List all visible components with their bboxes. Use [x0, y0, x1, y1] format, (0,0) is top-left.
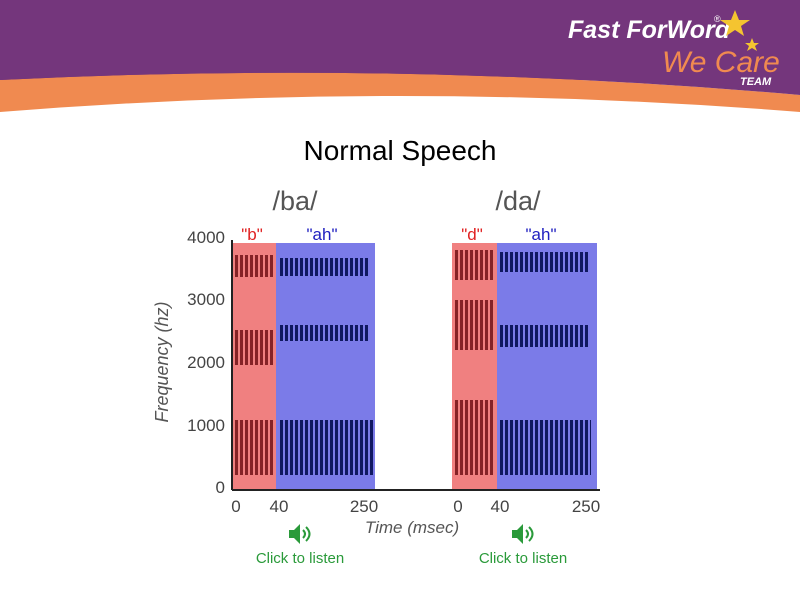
- star-icon: [745, 38, 759, 51]
- header-wave: [0, 72, 800, 112]
- formant: [499, 252, 589, 272]
- spectrogram: [452, 243, 597, 490]
- x-tick-label: 250: [350, 497, 378, 516]
- y-tick-label: 3000: [187, 290, 225, 309]
- formant: [454, 250, 495, 280]
- formant: [278, 420, 373, 475]
- formant: [454, 300, 495, 350]
- y-tick-label: 1000: [187, 416, 225, 435]
- logo-text: We Care: [662, 46, 780, 79]
- syllable-label: /da/: [495, 186, 541, 216]
- logo-text: Fast ForWord: [568, 16, 731, 44]
- x-axis-label: Time (msec): [365, 518, 459, 537]
- speaker-waves: [525, 526, 534, 542]
- y-tick-label: 0: [216, 478, 225, 497]
- consonant-label: "d": [461, 225, 483, 244]
- y-tick-label: 4000: [187, 228, 225, 247]
- consonant-label: "b": [241, 225, 263, 244]
- speaker-icon: [512, 524, 523, 544]
- vowel-label: "ah": [307, 225, 338, 244]
- y-axis: 4000 3000 2000 1000 0: [187, 228, 225, 497]
- formant: [234, 420, 274, 475]
- vowel-label: "ah": [526, 225, 557, 244]
- formant: [234, 255, 274, 277]
- formant: [234, 330, 274, 365]
- y-tick-label: 2000: [187, 353, 225, 372]
- speaker-waves: [302, 526, 311, 542]
- panels: /ba/ "b" "ah" 0 40 250 Click to listen/da/ "d" "…: [231, 186, 600, 567]
- logo-text: TEAM: [740, 76, 772, 88]
- listen-button[interactable]: Click to listen: [256, 524, 344, 567]
- header-wave-top: [0, 53, 800, 95]
- star-icon: [720, 10, 750, 36]
- formant: [499, 420, 591, 475]
- formant: [454, 400, 495, 475]
- logo-mark: ®: [714, 14, 721, 24]
- listen-button[interactable]: Click to listen: [479, 524, 567, 567]
- formant: [278, 325, 368, 341]
- x-tick-label: 250: [572, 497, 600, 516]
- syllable-label: /ba/: [272, 186, 318, 216]
- listen-link[interactable]: Click to listen: [479, 550, 567, 567]
- x-tick-label: 0: [231, 497, 240, 516]
- formant: [278, 258, 368, 276]
- speaker-icon: [289, 524, 300, 544]
- slide-title: Normal Speech: [304, 135, 497, 166]
- spectrogram: [232, 243, 375, 490]
- formant: [499, 325, 589, 347]
- x-tick-label: 0: [453, 497, 462, 516]
- y-axis-label: Frequency (hz): [152, 301, 172, 422]
- listen-link[interactable]: Click to listen: [256, 550, 344, 567]
- x-tick-label: 40: [270, 497, 289, 516]
- x-tick-label: 40: [491, 497, 510, 516]
